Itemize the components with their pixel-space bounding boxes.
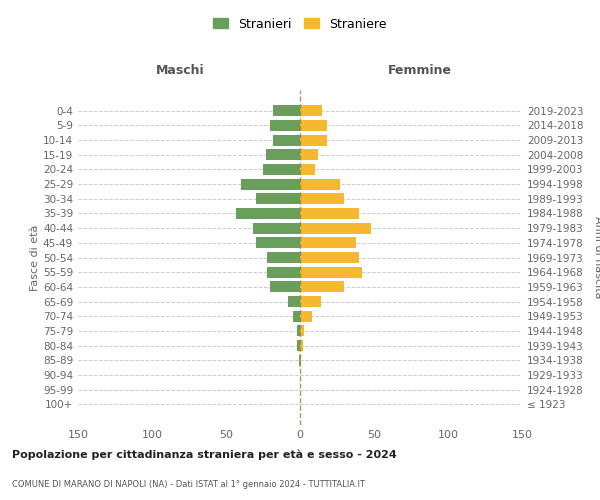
Bar: [300, 238, 356, 248]
Bar: [300, 194, 344, 204]
Bar: [299, 354, 300, 366]
Bar: [300, 105, 322, 116]
Bar: [300, 134, 326, 145]
Bar: [268, 252, 300, 263]
Text: COMUNE DI MARANO DI NAPOLI (NA) - Dati ISTAT al 1° gennaio 2024 - TUTTITALIA.IT: COMUNE DI MARANO DI NAPOLI (NA) - Dati I…: [12, 480, 365, 489]
Bar: [300, 164, 315, 175]
Bar: [253, 222, 300, 234]
Bar: [293, 310, 300, 322]
Bar: [274, 134, 300, 145]
Text: Femmine: Femmine: [388, 64, 452, 78]
Legend: Stranieri, Straniere: Stranieri, Straniere: [207, 11, 393, 37]
Bar: [241, 178, 300, 190]
Bar: [300, 208, 359, 219]
Bar: [263, 164, 300, 175]
Bar: [300, 354, 301, 366]
Text: Maschi: Maschi: [155, 64, 205, 78]
Bar: [300, 222, 371, 234]
Bar: [300, 326, 304, 336]
Bar: [271, 282, 300, 292]
Bar: [300, 150, 318, 160]
Bar: [300, 296, 321, 307]
Bar: [300, 282, 344, 292]
Bar: [300, 266, 362, 278]
Bar: [271, 120, 300, 131]
Bar: [256, 194, 300, 204]
Bar: [300, 310, 312, 322]
Bar: [236, 208, 300, 219]
Bar: [297, 326, 300, 336]
Bar: [268, 266, 300, 278]
Bar: [274, 105, 300, 116]
Bar: [266, 150, 300, 160]
Y-axis label: Fasce di età: Fasce di età: [30, 224, 40, 290]
Bar: [256, 238, 300, 248]
Bar: [300, 340, 303, 351]
Y-axis label: Anni di nascita: Anni di nascita: [593, 216, 600, 298]
Text: Popolazione per cittadinanza straniera per età e sesso - 2024: Popolazione per cittadinanza straniera p…: [12, 450, 397, 460]
Bar: [288, 296, 300, 307]
Bar: [300, 252, 359, 263]
Bar: [300, 178, 340, 190]
Bar: [297, 340, 300, 351]
Bar: [300, 120, 326, 131]
